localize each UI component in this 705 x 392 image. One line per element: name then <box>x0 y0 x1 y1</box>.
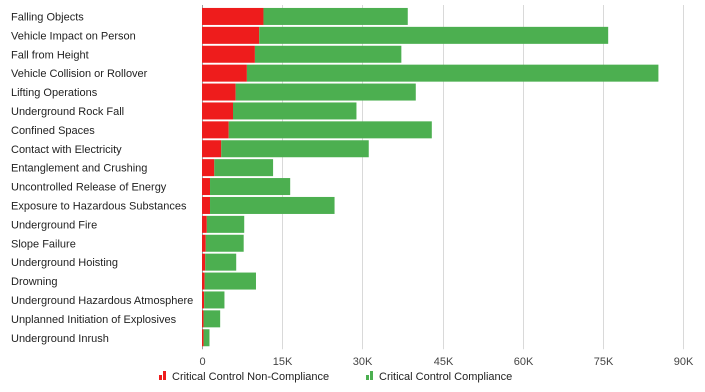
category-label: Entanglement and Crushing <box>11 163 147 175</box>
bar-segment-compliance[interactable] <box>221 140 369 158</box>
category-label: Confined Spaces <box>11 125 95 137</box>
bar-layer <box>202 7 659 347</box>
x-tick-label: 30K <box>353 356 373 368</box>
bar-segment-compliance[interactable] <box>203 329 210 347</box>
category-label: Underground Rock Fall <box>11 106 124 118</box>
category-label: Contact with Electricity <box>11 144 122 156</box>
bar-segment-compliance[interactable] <box>254 45 402 63</box>
bar-segment-non-compliance[interactable] <box>202 26 260 44</box>
legend-item[interactable]: Critical Control Compliance <box>366 371 512 383</box>
category-label: Fall from Height <box>11 49 89 61</box>
bar-segment-compliance[interactable] <box>205 253 237 271</box>
legend-swatch <box>159 375 162 380</box>
x-tick-label: 15K <box>273 356 293 368</box>
bar-segment-non-compliance[interactable] <box>202 45 255 63</box>
legend-swatch <box>163 371 166 380</box>
x-tick-label: 45K <box>434 356 454 368</box>
bar-segment-compliance[interactable] <box>210 196 335 214</box>
bar-segment-non-compliance[interactable] <box>202 121 229 139</box>
bar-segment-compliance[interactable] <box>210 178 291 196</box>
legend-swatch <box>366 375 369 380</box>
bar-segment-non-compliance[interactable] <box>202 64 247 82</box>
bar-segment-non-compliance[interactable] <box>202 291 205 309</box>
bar-segment-non-compliance[interactable] <box>202 329 204 347</box>
bar-segment-non-compliance[interactable] <box>202 140 222 158</box>
bar-segment-compliance[interactable] <box>206 215 245 233</box>
category-label: Underground Inrush <box>11 333 109 345</box>
bar-segment-non-compliance[interactable] <box>202 83 236 101</box>
bar-segment-compliance[interactable] <box>203 310 221 328</box>
x-tick-label: 75K <box>594 356 614 368</box>
bar-segment-non-compliance[interactable] <box>202 196 211 214</box>
bar-segment-compliance[interactable] <box>235 83 416 101</box>
category-label: Underground Hazardous Atmosphere <box>11 295 193 307</box>
category-label: Falling Objects <box>11 11 84 23</box>
x-axis-ticks: 0 15K 30K 45K 60K 75K 90K <box>199 356 694 368</box>
legend-label: Critical Control Non-Compliance <box>172 371 329 383</box>
bar-segment-non-compliance[interactable] <box>202 253 206 271</box>
bar-segment-compliance[interactable] <box>204 272 256 290</box>
category-label: Slope Failure <box>11 238 76 250</box>
bar-segment-compliance[interactable] <box>259 26 609 44</box>
category-label: Lifting Operations <box>11 87 98 99</box>
category-label: Drowning <box>11 276 57 288</box>
legend-swatch <box>370 371 373 380</box>
bar-segment-compliance[interactable] <box>205 234 244 252</box>
bar-segment-non-compliance[interactable] <box>202 102 233 120</box>
x-tick-label: 60K <box>514 356 534 368</box>
bar-segment-non-compliance[interactable] <box>202 310 204 328</box>
bar-segment-compliance[interactable] <box>246 64 659 82</box>
bar-segment-compliance[interactable] <box>204 291 225 309</box>
bar-segment-compliance[interactable] <box>228 121 432 139</box>
category-label: Exposure to Hazardous Substances <box>11 200 187 212</box>
bar-segment-non-compliance[interactable] <box>202 272 205 290</box>
category-label: Uncontrolled Release of Energy <box>11 182 167 194</box>
x-tick-label: 0 <box>199 356 205 368</box>
bar-segment-non-compliance[interactable] <box>202 178 211 196</box>
bar-segment-non-compliance[interactable] <box>202 7 264 25</box>
bar-segment-non-compliance[interactable] <box>202 159 215 177</box>
x-tick-label: 90K <box>674 356 694 368</box>
legend[interactable]: Critical Control Non-Compliance Critical … <box>159 371 512 383</box>
bar-segment-compliance[interactable] <box>233 102 357 120</box>
category-label: Vehicle Collision or Rollover <box>11 68 148 80</box>
category-labels: Falling Objects Vehicle Impact on Person F… <box>11 11 193 344</box>
category-label: Vehicle Impact on Person <box>11 30 136 42</box>
bar-segment-non-compliance[interactable] <box>202 234 206 252</box>
bar-segment-non-compliance[interactable] <box>202 215 207 233</box>
legend-item[interactable]: Critical Control Non-Compliance <box>159 371 329 383</box>
category-label: Unplanned Initiation of Explosives <box>11 314 177 326</box>
bar-segment-compliance[interactable] <box>263 7 408 25</box>
legend-label: Critical Control Compliance <box>379 371 512 383</box>
bar-segment-compliance[interactable] <box>214 159 274 177</box>
category-label: Underground Fire <box>11 219 97 231</box>
category-label: Underground Hoisting <box>11 257 118 269</box>
